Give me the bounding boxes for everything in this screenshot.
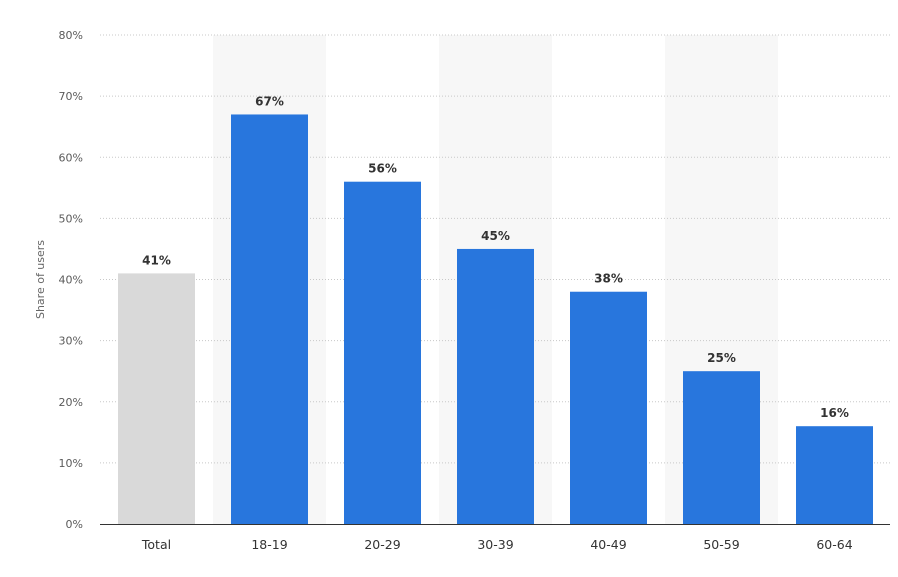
data-labels: 41% 67% 56% 45% 38% 25% 16%	[142, 94, 849, 420]
y-axis-title: Share of users	[34, 240, 47, 319]
bar-18-19	[231, 114, 308, 525]
data-label: 16%	[820, 406, 849, 420]
x-tick-label: Total	[141, 537, 171, 552]
y-tick-label: 30%	[59, 335, 83, 348]
y-axis-ticks: 0% 10% 20% 30% 40% 50% 60% 70% 80%	[59, 29, 83, 531]
y-tick-label: 50%	[59, 212, 83, 225]
bar-50-59	[683, 371, 760, 524]
y-tick-label: 40%	[59, 274, 83, 287]
x-tick-label: 60-64	[816, 537, 852, 552]
x-tick-label: 18-19	[251, 537, 287, 552]
y-tick-label: 10%	[59, 457, 83, 470]
y-tick-label: 0%	[66, 518, 83, 531]
bars	[118, 114, 873, 525]
x-axis-labels: Total 18-19 20-29 30-39 40-49 50-59 60-64	[141, 537, 853, 552]
data-label: 41%	[142, 253, 171, 267]
data-label: 67%	[255, 94, 284, 108]
data-label: 25%	[707, 351, 736, 365]
x-tick-label: 40-49	[590, 537, 626, 552]
bar-40-49	[570, 291, 647, 524]
y-tick-label: 60%	[59, 151, 83, 164]
data-label: 56%	[368, 162, 397, 176]
bar-total	[118, 273, 195, 524]
data-label: 45%	[481, 229, 510, 243]
bar-60-64	[796, 426, 873, 524]
data-label: 38%	[594, 272, 623, 286]
y-tick-label: 70%	[59, 90, 83, 103]
x-tick-label: 50-59	[703, 537, 739, 552]
y-tick-label: 20%	[59, 396, 83, 409]
x-tick-label: 30-39	[477, 537, 513, 552]
bar-20-29	[344, 181, 421, 524]
x-tick-label: 20-29	[364, 537, 400, 552]
bar-30-39	[457, 248, 534, 524]
y-tick-label: 80%	[59, 29, 83, 42]
